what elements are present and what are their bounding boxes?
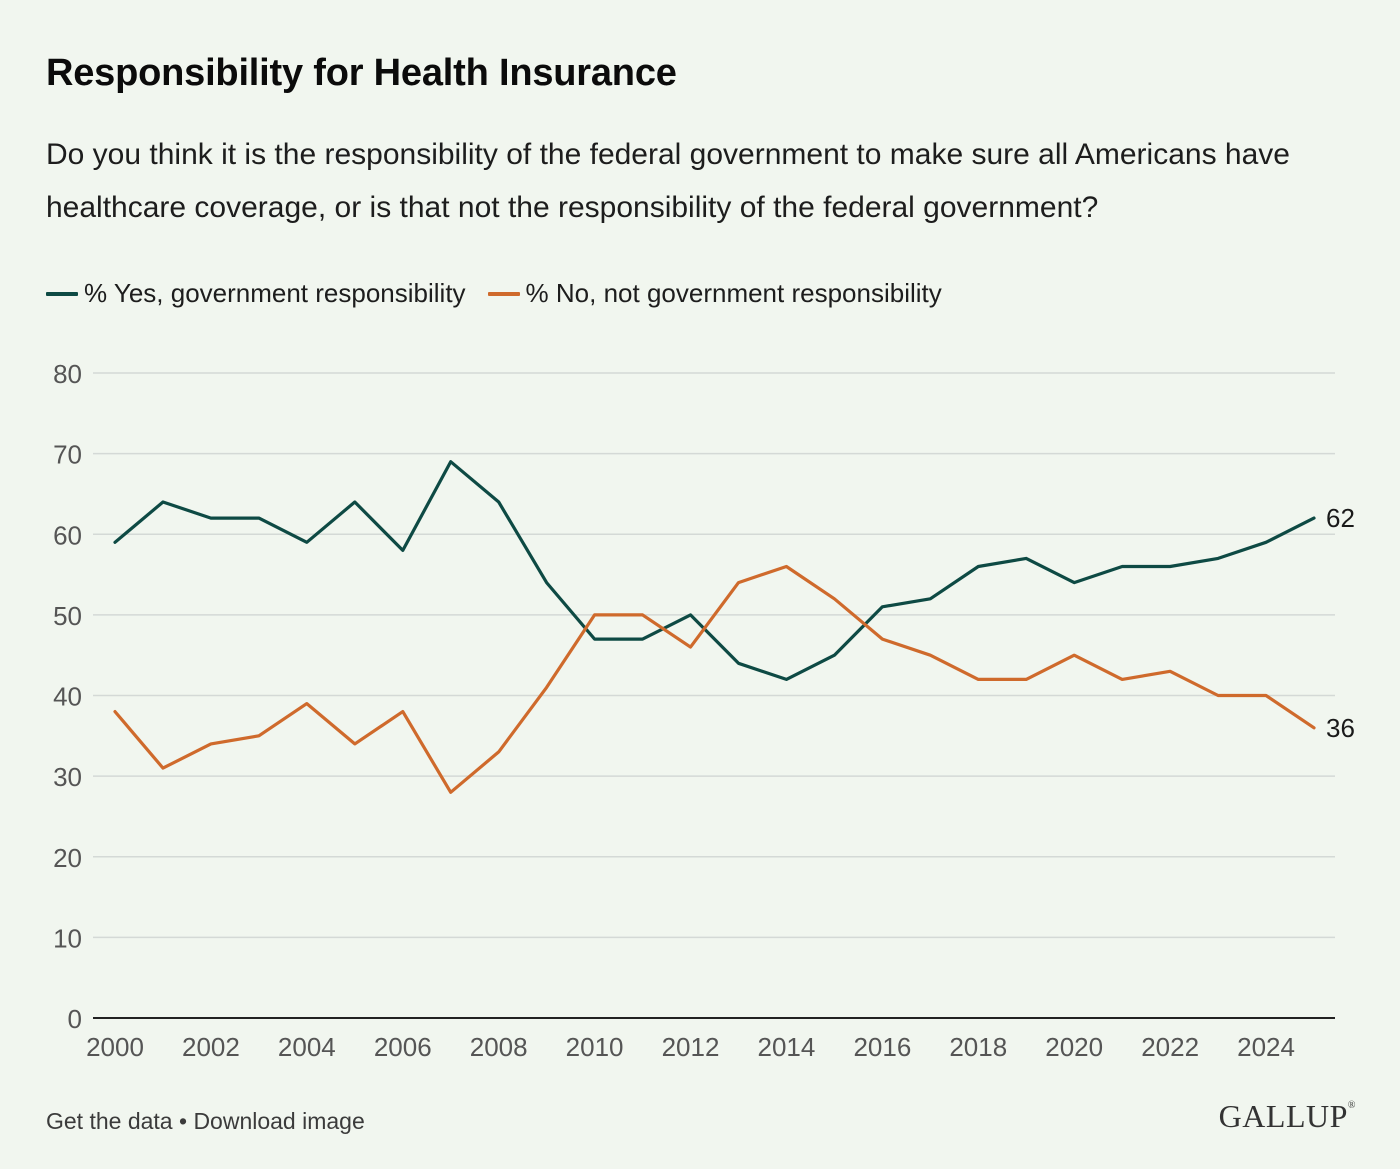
legend-label-yes: % Yes, government responsibility bbox=[84, 278, 466, 308]
y-tick-label-80: 80 bbox=[53, 359, 82, 389]
line-chart: 0 10 20 30 40 50 60 70 80 2000 2002 2004 2006 2008 201… bbox=[53, 359, 1355, 1062]
end-label-yes: 62 bbox=[1326, 503, 1355, 533]
y-tick-label-40: 40 bbox=[53, 682, 82, 712]
chart-card bbox=[6, 6, 1394, 1163]
x-tick-label-2012: 2012 bbox=[662, 1032, 720, 1062]
gallup-logo-text: GALLUP bbox=[1218, 1098, 1348, 1134]
legend-item-yes: % Yes, government responsibility bbox=[46, 278, 466, 309]
y-tick-label-30: 30 bbox=[53, 762, 82, 792]
series-line-yes bbox=[113, 460, 1316, 682]
footer-separator: • bbox=[172, 1108, 194, 1134]
y-tick-label-10: 10 bbox=[53, 923, 82, 953]
x-tick-label-2022: 2022 bbox=[1141, 1032, 1199, 1062]
get-data-link[interactable]: Get the data bbox=[46, 1108, 173, 1134]
y-tick-label-60: 60 bbox=[53, 520, 82, 550]
download-image-link[interactable]: Download image bbox=[193, 1108, 365, 1134]
x-tick-label-2020: 2020 bbox=[1045, 1032, 1103, 1062]
y-tick-label-50: 50 bbox=[53, 601, 82, 631]
x-tick-label-2002: 2002 bbox=[182, 1032, 240, 1062]
x-tick-label-2018: 2018 bbox=[949, 1032, 1007, 1062]
series-line-no bbox=[113, 564, 1316, 794]
x-tick-label-2000: 2000 bbox=[86, 1032, 144, 1062]
legend-swatch-no bbox=[487, 291, 520, 296]
x-tick-label-2006: 2006 bbox=[374, 1032, 432, 1062]
end-label-no: 36 bbox=[1326, 713, 1355, 743]
chart-subtitle: Do you think it is the responsibility of… bbox=[46, 138, 1290, 224]
x-tick-label-2008: 2008 bbox=[470, 1032, 528, 1062]
y-tick-label-20: 20 bbox=[53, 843, 82, 873]
legend-item-no: % No, not government responsibility bbox=[487, 278, 942, 309]
x-tick-label-2010: 2010 bbox=[566, 1032, 624, 1062]
x-tick-label-2016: 2016 bbox=[853, 1032, 911, 1062]
x-tick-label-2004: 2004 bbox=[278, 1032, 336, 1062]
legend-swatch-yes bbox=[46, 291, 78, 296]
x-tick-label-2024: 2024 bbox=[1237, 1032, 1295, 1062]
footer-links: Get the data • Download image bbox=[46, 1108, 365, 1135]
chart-title: Responsibility for Health Insurance bbox=[46, 52, 677, 94]
y-tick-label-0: 0 bbox=[68, 1004, 82, 1034]
x-tick-label-2014: 2014 bbox=[758, 1032, 816, 1062]
y-tick-label-70: 70 bbox=[53, 440, 82, 470]
legend: % Yes, government responsibility % No, n… bbox=[46, 278, 964, 309]
legend-label-no: % No, not government responsibility bbox=[525, 278, 942, 308]
gallup-logo: GALLUP® bbox=[1218, 1098, 1356, 1134]
